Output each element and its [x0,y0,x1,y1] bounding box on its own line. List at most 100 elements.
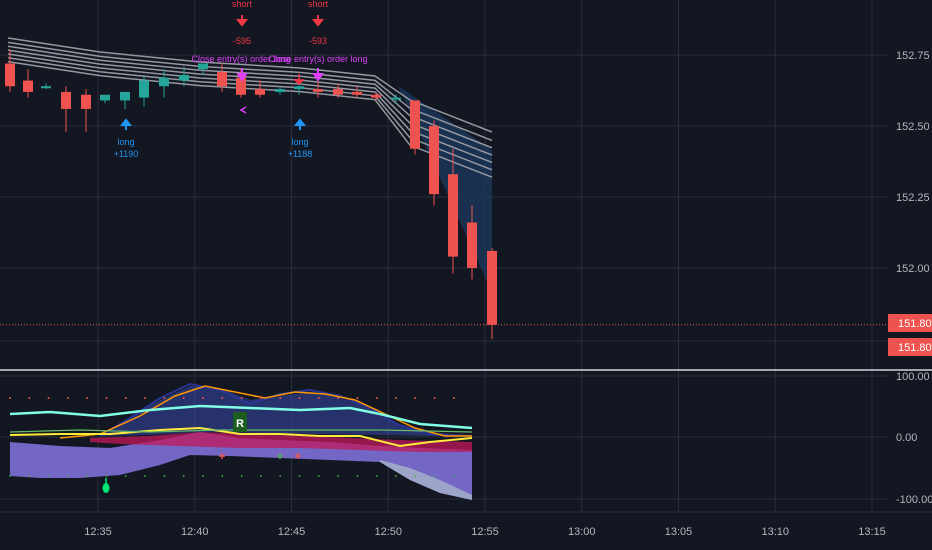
candle-body [313,89,323,92]
oscillator-dot [144,397,147,399]
signal-short-2-label: short [308,0,329,9]
signal-long-2-label: long [291,137,308,147]
time-tick-label: 12:35 [84,526,112,538]
current-price-badge: 151.80 151.80 [888,314,932,356]
price-tick-label: 152.00 [896,263,930,275]
oscillator-dot [9,397,11,399]
candle-body [333,89,343,95]
price-axis[interactable]: 152.75 152.50 152.25 152.00 [896,50,930,275]
close-arrow-icon [236,68,248,82]
time-tick-label: 12:45 [278,526,306,538]
oscillator-dot [105,475,108,477]
time-axis[interactable]: 12:35 12:40 12:45 12:50 12:55 13:00 13:05 13:10… [84,526,886,538]
oscillator-dot [259,397,262,399]
oscillator-red-band [90,432,472,452]
oscillator-cyan-line [9,404,473,430]
candle-body [198,63,208,70]
oscillator-dot [28,397,31,399]
oscillator-dot [28,475,31,477]
oscillator-dot [433,397,436,399]
candle-body [275,89,285,92]
oscillator-cross-icon [219,453,225,459]
long-arrow-icon [119,118,133,130]
oscillator-dot [337,397,340,399]
oscillator-dot [375,475,378,477]
time-tick-label: 12:40 [181,526,209,538]
oscillator-dot [221,397,224,399]
candle-body [294,86,304,90]
oscillator-blue-line [99,382,473,437]
signal-long-2-value: +1188 [288,149,313,159]
signal-long-1-value: +1190 [114,149,139,159]
oscillator-upper-band [100,386,472,436]
time-tick-label: 12:55 [471,526,499,538]
svg-text:151.80: 151.80 [898,342,932,354]
candle-body [236,77,246,95]
oscillator-dot [279,397,282,399]
oscillator-dot [452,397,455,399]
oscillator-dot [47,397,50,399]
oscillator-cross-icon [277,453,283,459]
oscillator-dot [221,475,224,477]
oscillator-dot [260,475,262,477]
short-arrow-icon [293,74,305,86]
oscillator-pane: R [9,382,473,500]
candles[interactable] [5,49,497,339]
oscillator-dot [356,397,359,399]
close-arrow-icon [312,68,324,82]
candle-body [81,94,91,109]
oscillator-dot [67,475,69,477]
candle-body [255,89,265,95]
oscillator-marker-label: R [236,418,244,430]
oscillator-axis[interactable]: 100.00 0.00 -100.00 [896,371,932,506]
candle-body [41,86,51,89]
candle-body [120,91,130,101]
long-arrow-icon [293,118,307,130]
signal-long-1-label: long [117,137,134,147]
oscillator-dot [202,397,204,399]
oscillator-dot [414,397,417,399]
candle-body [100,94,110,101]
long-dot-icon [102,483,110,493]
oscillator-dot [240,475,243,477]
candle-body [448,174,458,257]
candle-body [217,72,227,87]
oscillator-tick-label: -100.00 [896,494,932,506]
price-tick-label: 152.75 [896,50,930,62]
oscillator-dot [298,397,301,399]
oscillator-dot [144,475,147,477]
candle-body [391,97,401,100]
price-tick-label: 152.50 [896,121,930,133]
oscillator-dot [317,475,320,477]
oscillator-dot [433,475,436,477]
oscillator-dot [47,475,50,477]
oscillator-dot [163,397,166,399]
time-tick-label: 13:00 [568,526,596,538]
candle-body [467,222,477,268]
oscillator-cross-icon [295,453,301,459]
candle-body [179,74,189,81]
trade-signals: short -595 short -593 Close entry(s) ord… [114,0,368,159]
candle-body [410,100,420,149]
time-tick-label: 12:50 [374,526,402,538]
signal-short-2-value: -593 [309,36,327,46]
oscillator-green-line [9,429,473,433]
oscillator-dot [86,475,89,477]
time-tick-label: 13:05 [665,526,693,538]
oscillator-dot [163,475,166,477]
oscillator-tick-label: 100.00 [896,371,930,383]
signal-short-1-value: -595 [233,36,251,46]
candle-body [159,77,169,87]
signal-short-1-label: short [232,0,253,9]
candle-body [139,80,149,98]
oscillator-orange-line [59,385,472,439]
candle-body [5,63,15,87]
oscillator-tick-label: 0.00 [896,432,917,444]
time-tick-label: 13:10 [761,526,789,538]
candle-body [487,250,497,325]
short-arrow-icon [311,15,325,27]
oscillator-dot [105,397,108,399]
candle-body [352,91,362,95]
oscillator-dot [182,475,185,477]
